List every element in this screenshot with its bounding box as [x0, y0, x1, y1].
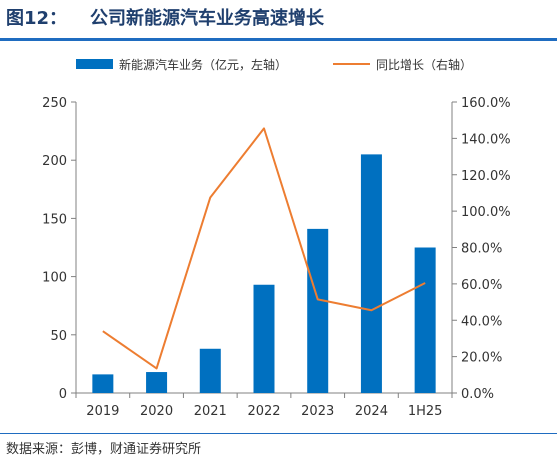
bar — [307, 228, 329, 393]
figure-label: 图12： — [6, 8, 68, 29]
right-tick-label: 120.0% — [461, 169, 511, 184]
right-tick-label: 40.0% — [461, 314, 502, 329]
x-tick-label: 2019 — [86, 404, 119, 419]
right-tick-label: 0.0% — [461, 387, 494, 402]
chart: 新能源汽车业务（亿元，左轴） 同比增长（右轴） 0 50 100 150 200 250 0.… — [42, 57, 510, 419]
right-tick-label: 160.0% — [461, 96, 511, 111]
axes: 0 50 100 150 200 250 0.0% 20.0% 40.0% 60.0% 80.0% 1… — [42, 96, 510, 419]
bar — [146, 372, 168, 393]
figure-title-text: 公司新能源汽车业务高速增长 — [90, 8, 324, 29]
bar — [92, 374, 114, 393]
right-tick-label: 60.0% — [461, 278, 502, 293]
left-tick-label: 100 — [42, 271, 67, 286]
bar — [253, 284, 275, 393]
legend-line-label: 同比增长（右轴） — [376, 57, 472, 72]
legend-bar-swatch — [76, 59, 113, 69]
x-tick-label: 1H25 — [408, 404, 443, 419]
data-source: 数据来源：彭博，财通证券研究所 — [6, 442, 202, 457]
title-divider — [0, 38, 557, 41]
right-tick-label: 20.0% — [461, 351, 502, 366]
bar — [360, 154, 382, 393]
source-divider — [0, 433, 557, 434]
legend-bar-label: 新能源汽车业务（亿元，左轴） — [119, 57, 287, 72]
x-tick-label: 2023 — [301, 404, 334, 419]
bar — [414, 247, 436, 393]
x-tick-label: 2024 — [355, 404, 388, 419]
left-tick-label: 200 — [42, 154, 67, 169]
x-tick-label: 2022 — [247, 404, 280, 419]
right-tick-label: 140.0% — [461, 132, 511, 147]
left-tick-label: 50 — [50, 329, 67, 344]
right-tick-label: 80.0% — [461, 242, 502, 257]
line-series — [102, 127, 426, 370]
left-tick-label: 150 — [42, 212, 67, 227]
left-tick-label: 0 — [59, 387, 67, 402]
left-tick-label: 250 — [42, 96, 67, 111]
x-tick-label: 2021 — [194, 404, 227, 419]
x-tick-label: 2020 — [140, 404, 173, 419]
bar — [199, 348, 221, 393]
legend: 新能源汽车业务（亿元，左轴） 同比增长（右轴） — [76, 57, 472, 72]
bar-series — [92, 154, 436, 393]
figure-title: 图12： 公司新能源汽车业务高速增长 — [6, 5, 551, 35]
right-tick-label: 100.0% — [461, 205, 511, 220]
